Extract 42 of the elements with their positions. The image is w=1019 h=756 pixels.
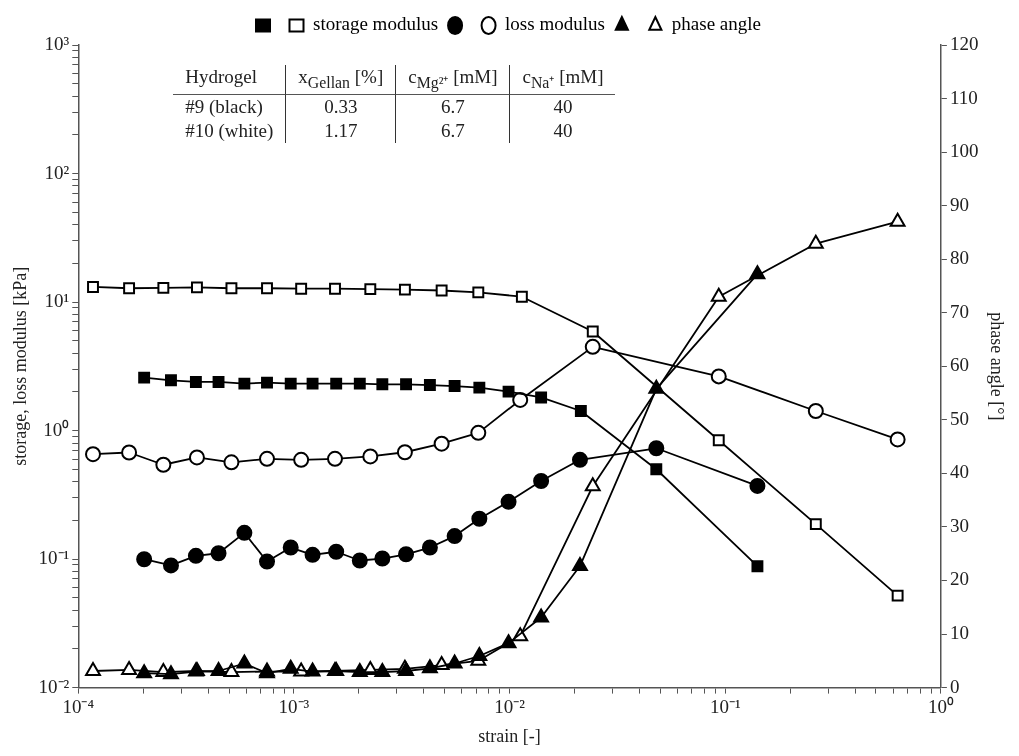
y-tick-label: 10² [44,161,70,183]
annotation: c$_{Na⁺}$ [mM] [509,65,616,95]
y-tick-label: 10⁻² [38,675,70,697]
x-tick-label: 10⁰ [927,695,954,717]
annotation: 40 [509,94,616,119]
y2-tick-label: 40 [949,461,969,483]
y2-axis-title: phase angle [°] [987,312,1008,421]
annotation: 6.7 [395,94,510,119]
x-axis-title: strain [-] [478,725,541,746]
y-tick-label: 10⁻¹ [38,547,70,569]
annotation: c$_{Mg²⁺}$ [mM] [395,65,510,95]
y2-tick-label: 120 [949,32,979,54]
y2-tick-label: 0 [949,675,960,697]
y2-tick-label: 110 [949,86,978,108]
annotation: 0.33 [285,94,396,119]
legend-label: phase angle [671,13,761,35]
annotation: x$_{Gellan}$ [%] [285,65,396,95]
y2-tick-label: 50 [949,407,969,429]
annotation: #9 (black) [184,94,264,119]
y2-tick-label: 100 [949,140,979,162]
legend-label: loss modulus [505,13,605,35]
y2-tick-label: 80 [949,247,969,269]
y2-tick-label: 10 [949,622,969,644]
annotation: Hydrogel [173,65,286,95]
x-tick-label: 10⁻² [494,695,526,717]
y-axis-title: storage, loss modulus [kPa] [9,266,30,466]
y2-tick-label: 20 [949,568,969,590]
y2-tick-label: 60 [949,354,969,376]
x-tick-label: 10⁻³ [278,695,310,717]
y-tick-label: 10³ [44,32,70,54]
y-tick-label: 10¹ [44,290,70,312]
legend-label: storage modulus [313,13,439,35]
y2-tick-label: 30 [949,514,969,536]
annotation: 40 [509,118,616,143]
x-tick-label: 10⁻¹ [709,695,741,717]
annotation: 6.7 [395,118,510,143]
y2-tick-label: 70 [949,300,969,322]
x-tick-label: 10⁻⁴ [62,695,95,717]
annotation: #10 (white) [184,118,275,143]
y-tick-label: 10⁰ [43,418,70,440]
y2-tick-label: 90 [949,193,969,215]
annotation: 1.17 [285,118,396,143]
